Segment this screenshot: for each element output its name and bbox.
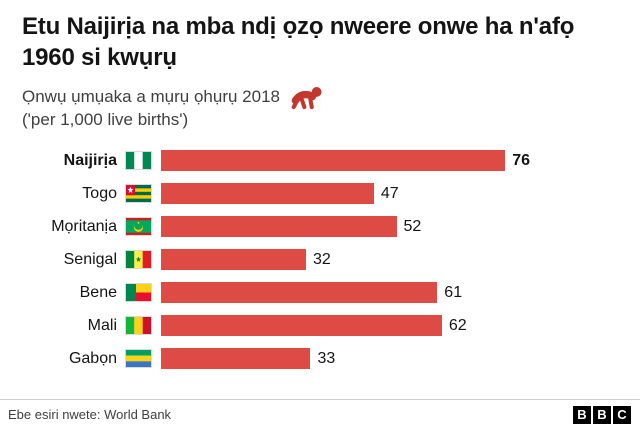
value-label: 33 (317, 349, 336, 367)
category-label: Mọritanịa (51, 217, 117, 235)
bar-area: 32 (161, 249, 620, 271)
value-label: 76 (512, 151, 531, 169)
chart-row: Gabọn 33 (22, 342, 620, 375)
benin-flag-icon (125, 283, 152, 303)
chart-row: Togo 47 (22, 177, 620, 210)
bar (161, 249, 306, 271)
bar-area: 62 (161, 315, 620, 337)
bar (161, 150, 506, 172)
bar (161, 216, 397, 238)
category-label: Togo (82, 184, 117, 202)
mauritania-flag-icon (125, 217, 152, 237)
bar-chart: Naijirịa 76 Togo (22, 144, 620, 375)
bar (161, 282, 438, 304)
value-label: 62 (448, 316, 467, 334)
chart-row: Naijirịa 76 (22, 144, 620, 177)
chart-row: Mali 62 (22, 309, 620, 342)
nigeria-flag-icon (125, 151, 152, 171)
crawling-baby-icon (288, 85, 324, 110)
value-label: 52 (403, 217, 422, 235)
bar-area: 52 (161, 216, 620, 238)
chart-row: Bene 61 (22, 276, 620, 309)
category-label: Mali (87, 316, 117, 334)
page: Etu Naijirịa na mba ndị ọzọ nweere onwe … (22, 13, 620, 375)
value-label: 32 (312, 250, 331, 268)
togo-flag-icon (125, 184, 152, 204)
source-text: Ebe esiri nwete: World Bank (8, 407, 172, 422)
page-title: Etu Naijirịa na mba ndị ọzọ nweere onwe … (22, 13, 575, 71)
bar (161, 183, 374, 205)
bbc-logo-letter: B (593, 405, 611, 424)
bbc-logo-letter: C (613, 405, 631, 424)
category-label: Bene (79, 283, 117, 301)
bbc-logo: B B C (573, 405, 631, 424)
category-label: Naijirịa (63, 151, 117, 169)
chart-subtitle: Ọnwụ ụmụaka a mụrụ ọhụrụ 2018 ('per 1,00… (22, 85, 620, 132)
mali-flag-icon (125, 316, 152, 336)
value-label: 47 (380, 184, 399, 202)
subtitle-text: Ọnwụ ụmụaka a mụrụ ọhụrụ 2018 (22, 86, 280, 106)
bar (161, 315, 442, 337)
bar-area: 33 (161, 348, 620, 370)
category-label: Gabọn (68, 349, 117, 367)
chart-row: Mọritanịa 52 (22, 210, 620, 243)
value-label: 61 (444, 283, 463, 301)
footer: Ebe esiri nwete: World Bank B B C (0, 399, 640, 429)
subtitle-note: ('per 1,000 live births') (22, 110, 189, 130)
bar-area: 61 (161, 282, 620, 304)
gabon-flag-icon (125, 349, 152, 369)
bar-area: 47 (161, 183, 620, 205)
chart-row: Senigal 32 (22, 243, 620, 276)
senegal-flag-icon (125, 250, 152, 270)
bar (161, 348, 311, 370)
bbc-logo-letter: B (573, 405, 591, 424)
bar-area: 76 (161, 150, 620, 172)
category-label: Senigal (63, 250, 117, 268)
